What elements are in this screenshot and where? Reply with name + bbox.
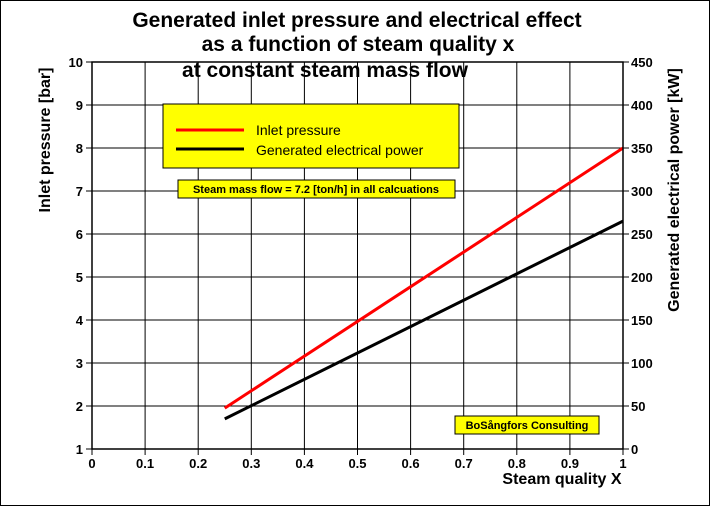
x-tick-label: 0.7: [455, 456, 473, 471]
y-right-tick-label: 300: [631, 184, 653, 199]
x-tick-label: 0.6: [402, 456, 420, 471]
y-left-tick-label: 5: [76, 270, 83, 285]
consulting-credit-text: BoSångfors Consulting: [466, 420, 589, 432]
series-line-electrical-power: [224, 219, 624, 421]
y-right-tick-labels: 0 50 100 150 200 250 300 350 400 450: [631, 55, 653, 457]
mass-flow-note-text: Steam mass flow = 7.2 [ton/h] in all cal…: [193, 184, 439, 196]
y-right-tick-label: 200: [631, 270, 653, 285]
consulting-credit: BoSångfors Consulting: [454, 415, 600, 435]
x-tick-label: 1: [619, 456, 626, 471]
y-right-tick-label: 400: [631, 98, 653, 113]
y-right-tick-label: 250: [631, 227, 653, 242]
x-tick-label: 0.4: [295, 456, 314, 471]
x-axis-label: Steam quality X: [502, 471, 621, 488]
tick-marks: [86, 61, 629, 455]
x-tick-label: 0.5: [348, 456, 366, 471]
x-tick-label: 0.8: [508, 456, 526, 471]
mass-flow-note-box: [177, 179, 456, 199]
chart-title-line-1: Generated inlet pressure and electrical …: [132, 9, 581, 32]
y-left-axis-label: Inlet pressure [bar]: [37, 68, 54, 213]
series-line-inlet-pressure: [223, 146, 624, 410]
legend-label-electrical-power: Generated electrical power: [256, 142, 424, 158]
y-left-tick-labels: 1 2 3 4 5 6 7 8 9 10: [69, 55, 84, 457]
y-left-tick-label: 1: [76, 442, 83, 457]
legend-label-inlet-pressure: Inlet pressure: [256, 122, 341, 138]
y-right-tick-label: 50: [631, 399, 645, 414]
chart-title-line-2: as a function of steam quality x: [202, 33, 515, 56]
chart-title-line-3: at constant steam mass flow: [182, 59, 469, 82]
series-layer: [223, 146, 624, 421]
y-left-tick-label: 10: [69, 55, 83, 70]
y-right-axis-label: Generated electrical power [kW]: [666, 68, 683, 312]
x-tick-label: 0: [88, 456, 95, 471]
x-tick-label: 0.9: [561, 456, 579, 471]
legend-box: [162, 103, 460, 169]
y-left-tick-label: 7: [76, 184, 83, 199]
y-right-tick-label: 150: [631, 313, 653, 328]
mass-flow-note: Steam mass flow = 7.2 [ton/h] in all cal…: [177, 179, 456, 199]
x-tick-label: 0.2: [189, 456, 207, 471]
x-tick-labels: 0 0.1 0.2 0.3 0.4 0.5 0.6 0.7 0.8 0.9 1: [88, 456, 626, 471]
y-left-tick-label: 8: [76, 141, 83, 156]
y-left-tick-label: 6: [76, 227, 83, 242]
y-left-tick-label: 4: [76, 313, 84, 328]
x-tick-label: 0.3: [242, 456, 260, 471]
consulting-credit-box: [454, 415, 600, 435]
y-left-tick-label: 9: [76, 98, 83, 113]
legend: Inlet pressure Generated electrical powe…: [162, 103, 460, 169]
x-tick-label: 0.1: [136, 456, 154, 471]
y-left-tick-label: 2: [76, 399, 83, 414]
y-right-tick-label: 350: [631, 141, 653, 156]
y-right-tick-label: 450: [631, 55, 653, 70]
y-right-tick-label: 100: [631, 356, 653, 371]
y-left-tick-label: 3: [76, 356, 83, 371]
y-right-tick-label: 0: [631, 442, 638, 457]
